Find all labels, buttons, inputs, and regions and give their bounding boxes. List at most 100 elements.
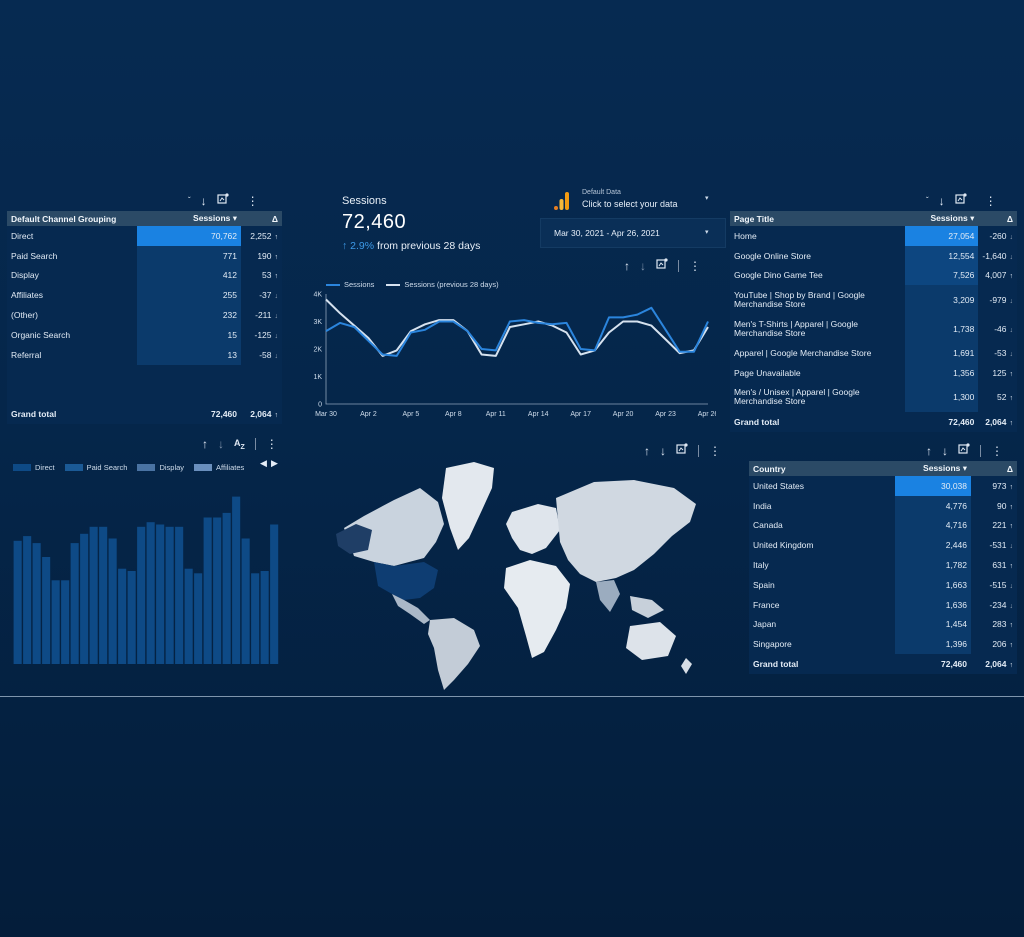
map-region-southeast-asia[interactable]: [630, 596, 664, 618]
channel-bar-chart[interactable]: [13, 478, 279, 664]
bar[interactable]: [222, 512, 231, 664]
map-region-new-zealand[interactable]: [681, 658, 692, 674]
sort-descending-icon[interactable]: ↓: [942, 443, 948, 458]
table-row[interactable]: Japan 1,454 283 ↑: [749, 614, 1017, 635]
sort-ascending-icon[interactable]: ↑: [202, 437, 208, 451]
sessions-line-chart[interactable]: 4K 3K 2K 1K 0 Mar 30 Apr 2 Apr 5 Apr 8 Apr 11 Apr …: [306, 288, 716, 422]
table-row[interactable]: Men's / Unisex | Apparel | Google Mercha…: [730, 382, 1017, 412]
column-header-delta[interactable]: Δ: [241, 211, 282, 226]
bar[interactable]: [32, 543, 41, 664]
sort-az-icon[interactable]: AZ: [234, 437, 245, 451]
table-row[interactable]: Italy 1,782 631 ↑: [749, 555, 1017, 575]
table-row[interactable]: Spain 1,663 -515 ↓: [749, 574, 1017, 595]
bar[interactable]: [260, 571, 269, 664]
table-row[interactable]: Page Unavailable 1,356 125 ↑: [730, 363, 1017, 383]
series-line-sessions[interactable]: [325, 306, 709, 357]
map-region-mexico[interactable]: [392, 594, 430, 624]
world-map[interactable]: [334, 458, 704, 692]
date-range-picker[interactable]: Mar 30, 2021 - Apr 26, 2021 ▾: [540, 218, 726, 248]
column-header-delta[interactable]: Δ: [971, 461, 1017, 476]
bar[interactable]: [251, 573, 260, 664]
table-row[interactable]: Referral 13 -58 ↓: [7, 344, 282, 365]
legend-item-sessions[interactable]: Sessions: [326, 280, 374, 289]
table-row[interactable]: Men's T-Shirts | Apparel | Google Mercha…: [730, 314, 1017, 344]
map-region-united-states[interactable]: [374, 562, 438, 600]
legend-prev-icon[interactable]: ◀: [260, 458, 267, 468]
map-region-asia[interactable]: [556, 480, 696, 582]
bar[interactable]: [137, 526, 146, 664]
bar[interactable]: [194, 573, 203, 664]
table-row[interactable]: Affiliates 255 -37 ↓: [7, 285, 282, 306]
bar[interactable]: [61, 580, 70, 664]
table-row[interactable]: United States 30,038 973 ↑: [749, 476, 1017, 496]
map-region-south-america[interactable]: [428, 618, 480, 690]
data-source-selector[interactable]: Default Data Click to select your data ▾: [549, 188, 719, 213]
bar[interactable]: [270, 524, 279, 665]
table-row[interactable]: YouTube | Shop by Brand | Google Merchan…: [730, 285, 1017, 315]
legend-next-icon[interactable]: ▶: [271, 458, 278, 468]
explore-chart-icon[interactable]: [656, 258, 668, 273]
bar[interactable]: [108, 538, 117, 665]
legend-item[interactable]: Paid Search: [64, 463, 127, 472]
table-row[interactable]: Home 27,054 -260 ↓: [730, 226, 1017, 246]
bar[interactable]: [175, 526, 184, 664]
sort-descending-icon[interactable]: ↓: [660, 443, 666, 458]
bar[interactable]: [156, 524, 165, 665]
table-row[interactable]: Google Online Store 12,554 -1,640 ↓: [730, 245, 1017, 266]
explore-chart-icon[interactable]: [217, 193, 229, 208]
table-row[interactable]: United Kingdom 2,446 -531 ↓: [749, 535, 1017, 556]
more-options-icon[interactable]: ⋮: [246, 193, 259, 208]
more-options-icon[interactable]: ⋮: [689, 258, 701, 273]
bar[interactable]: [165, 526, 174, 664]
more-options-icon[interactable]: ⋮: [991, 443, 1003, 458]
sort-ascending-icon[interactable]: ↑: [644, 443, 650, 458]
table-row[interactable]: France 1,636 -234 ↓: [749, 594, 1017, 615]
legend-item[interactable]: Display: [137, 463, 184, 472]
bar[interactable]: [42, 557, 51, 664]
legend-item[interactable]: Direct: [13, 463, 55, 472]
legend-item[interactable]: Affiliates: [194, 463, 244, 472]
bar[interactable]: [127, 571, 136, 664]
legend-item-previous[interactable]: Sessions (previous 28 days): [386, 280, 499, 289]
bar[interactable]: [99, 526, 108, 664]
more-options-icon[interactable]: ⋮: [265, 437, 278, 451]
bar[interactable]: [80, 533, 89, 664]
table-row[interactable]: Singapore 1,396 206 ↑: [749, 634, 1017, 655]
sort-ascending-icon[interactable]: ↑: [926, 443, 932, 458]
table-row[interactable]: Organic Search 15 -125 ↓: [7, 324, 282, 345]
sort-descending-icon[interactable]: ↓: [640, 258, 646, 273]
bar[interactable]: [70, 543, 79, 664]
more-options-icon[interactable]: ⋮: [709, 443, 721, 458]
bar[interactable]: [203, 517, 212, 665]
table-row[interactable]: Canada 4,716 221 ↑: [749, 515, 1017, 536]
table-row[interactable]: Apparel | Google Merchandise Store 1,691-…: [730, 343, 1017, 364]
sort-descending-icon[interactable]: ↓: [218, 437, 224, 451]
explore-chart-icon[interactable]: [958, 443, 970, 458]
column-header-sessions[interactable]: Sessions ▾: [895, 461, 971, 476]
table-row[interactable]: Paid Search 771 190 ↑: [7, 245, 282, 266]
bar[interactable]: [184, 568, 193, 664]
map-region-india[interactable]: [596, 580, 620, 612]
table-row[interactable]: Direct 70,762 2,252 ↑: [7, 226, 282, 246]
sort-ascending-icon[interactable]: ↑: [624, 258, 630, 273]
bar[interactable]: [51, 580, 60, 664]
column-header-dimension[interactable]: Default Channel Grouping: [7, 211, 137, 226]
bar[interactable]: [146, 522, 155, 664]
bar[interactable]: [232, 496, 241, 664]
table-row[interactable]: India 4,776 90 ↑: [749, 495, 1017, 516]
map-region-europe[interactable]: [506, 504, 560, 554]
map-region-alaska[interactable]: [336, 524, 372, 554]
column-header-sessions[interactable]: Sessions ▾: [905, 211, 979, 226]
sort-descending-icon[interactable]: ↓: [938, 193, 945, 208]
column-header-dimension[interactable]: Page Title: [730, 211, 906, 226]
more-options-icon[interactable]: ⋮: [984, 193, 997, 208]
bar[interactable]: [13, 540, 22, 664]
column-header-sessions[interactable]: Sessions ▾: [137, 211, 241, 226]
map-region-africa[interactable]: [504, 560, 570, 658]
bar[interactable]: [23, 536, 32, 664]
map-region-australia[interactable]: [626, 622, 676, 660]
sort-descending-icon[interactable]: ↓: [200, 193, 207, 208]
kpi-scorecard[interactable]: Sessions 72,460 ↑ 2.9% from previous 28 …: [342, 195, 522, 252]
table-row[interactable]: Google Dino Game Tee 7,526 4,007 ↑: [730, 265, 1017, 286]
bar[interactable]: [118, 568, 127, 664]
